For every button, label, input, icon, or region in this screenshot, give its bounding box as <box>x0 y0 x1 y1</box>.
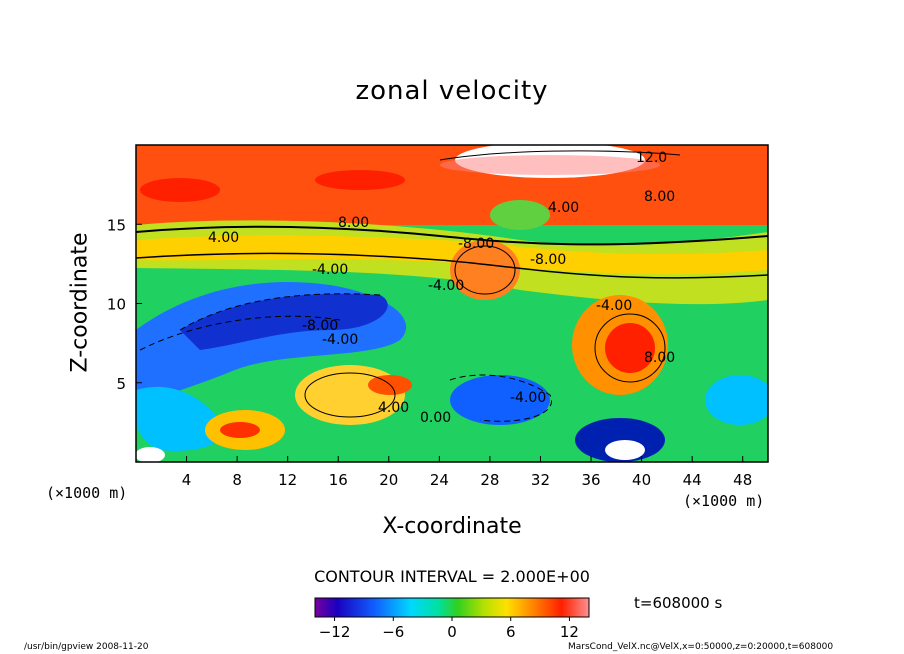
x-tick-label: 28 <box>480 471 499 489</box>
y-tick-label: 15 <box>107 216 126 234</box>
y-tick-label: 10 <box>107 296 126 314</box>
contour-label: 8.00 <box>644 350 676 366</box>
x-tick-label: 8 <box>232 471 242 489</box>
contour-label: 4.00 <box>208 230 240 246</box>
colorbar-tick-label: −6 <box>382 623 404 641</box>
contour-label: -4.00 <box>596 298 633 314</box>
x-unit-left: (×1000 m) <box>46 484 128 502</box>
x-tick-label: 48 <box>733 471 752 489</box>
contour-label: -4.00 <box>428 278 465 294</box>
colorbar-tick-label: 6 <box>506 623 516 641</box>
x-tick-label: 20 <box>379 471 398 489</box>
x-tick-label: 32 <box>531 471 550 489</box>
x-tick-label: 16 <box>329 471 348 489</box>
colorbar <box>314 597 590 618</box>
colorbar-tick-label: 0 <box>447 623 457 641</box>
y-tick-label: 5 <box>116 375 126 393</box>
x-tick-label: 44 <box>683 471 702 489</box>
y-axis-label: Z-coordinate <box>67 232 93 373</box>
contour-label: -4.00 <box>312 262 349 278</box>
x-unit-right: (×1000 m) <box>683 492 765 510</box>
x-tick-label: 4 <box>182 471 192 489</box>
x-tick-label: 36 <box>581 471 600 489</box>
contour-label: 0.00 <box>420 410 452 426</box>
colorbar-tick-label: 12 <box>560 623 579 641</box>
colorbar-tick-label: −12 <box>319 623 351 641</box>
contour-label: 8.00 <box>644 189 676 205</box>
x-tick-label: 40 <box>632 471 651 489</box>
contour-label: 4.00 <box>378 400 410 416</box>
x-tick-label: 12 <box>278 471 297 489</box>
chart-title: zonal velocity <box>355 76 549 106</box>
time-label: t=608000 s <box>634 594 723 612</box>
heatmap-field <box>136 145 768 462</box>
contour-label: -4.00 <box>322 332 359 348</box>
contour-label: -8.00 <box>458 236 495 252</box>
x-tick-label: 24 <box>430 471 449 489</box>
contour-label: -4.00 <box>510 390 547 406</box>
contour-label: -8.00 <box>530 252 567 268</box>
footer-left: /usr/bin/gpview 2008-11-20 <box>24 642 149 652</box>
footer-right: MarsCond_VelX.nc@VelX,x=0:50000,z=0:2000… <box>568 642 834 652</box>
contour-interval: CONTOUR INTERVAL = 2.000E+00 <box>314 567 590 586</box>
x-axis-label: X-coordinate <box>382 514 522 539</box>
contour-label: 8.00 <box>338 215 370 231</box>
contour-label: 12.0 <box>636 150 668 166</box>
contour-label: -8.00 <box>302 318 339 334</box>
contour-label: 4.00 <box>548 200 580 216</box>
